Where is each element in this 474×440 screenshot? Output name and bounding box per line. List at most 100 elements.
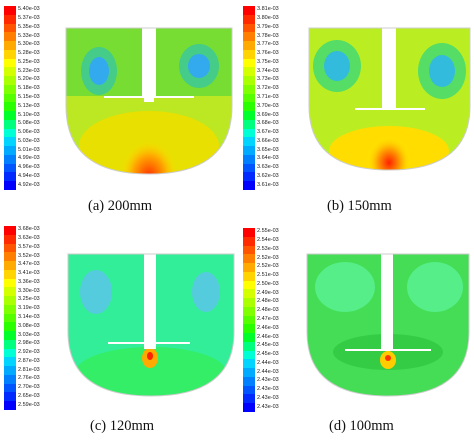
colorbar-swatch [243, 298, 255, 308]
panel-caption: (a) 200mm [88, 198, 153, 214]
colorbar-tick-label: 4.99e-03 [18, 155, 40, 162]
colorbar-swatch [243, 376, 255, 387]
colorbar-tick-label: 2.43e-03 [257, 394, 279, 401]
colorbar-swatch [4, 383, 16, 393]
colorbar-tick-label: 5.23e-03 [18, 67, 40, 74]
colorbar-tick-label: 2.43e-03 [257, 386, 279, 393]
colorbar-tick-label: 5.35e-03 [18, 23, 40, 30]
colorbar-swatch [4, 252, 16, 262]
colorbar-tick-label: 5.28e-03 [18, 50, 40, 57]
colorbar-swatch [4, 243, 16, 253]
colorbar-swatch [243, 306, 255, 317]
colorbar-swatch [4, 14, 16, 24]
colorbar-tick-label: 3.69e-03 [257, 111, 279, 118]
colorbar-tick-label: 3.70e-03 [257, 102, 279, 109]
colorbar-tick-label: 5.08e-03 [18, 120, 40, 127]
colorbar-tick-label: 2.45e-03 [257, 342, 279, 349]
colorbar-tick-label: 2.47e-03 [257, 316, 279, 322]
colorbar-tick-label: 2.46e-03 [257, 324, 279, 331]
colorbar-swatch [4, 261, 16, 271]
contour-plot [67, 253, 235, 397]
colorbar-swatch [243, 23, 255, 33]
colorbar-swatch [4, 357, 16, 367]
colorbar-tick-label: 3.14e-03 [18, 314, 40, 320]
panel-b: 3.81e-03 3.80e-03 3.79e-03 3.78e-03 3.77e-03… [237, 0, 474, 222]
colorbar-tick-label: 3.62e-03 [257, 172, 279, 179]
colorbar-tick-label: 3.68e-03 [257, 120, 279, 127]
colorbar-swatch [243, 271, 255, 282]
colorbar-tick-label: 3.81e-03 [257, 6, 279, 13]
colorbar-swatch [4, 331, 16, 341]
colorbar-swatch [243, 341, 255, 352]
colorbar-swatch [243, 280, 255, 290]
colorbar-swatch [243, 172, 255, 182]
colorbar-tick-label: 3.25e-03 [18, 296, 40, 303]
colorbar-swatch [4, 287, 16, 297]
colorbar-tick-label: 3.78e-03 [257, 32, 279, 39]
panel-caption: (b) 150mm [327, 198, 392, 214]
panel-caption: (c) 120mm [90, 418, 155, 434]
colorbar-swatch [243, 111, 255, 121]
colorbar-swatch [4, 49, 16, 60]
colorbar-tick-label: 2.54e-03 [257, 237, 279, 244]
colorbar-tick-label: 5.15e-03 [18, 94, 40, 100]
colorbar-tick-label: 5.01e-03 [18, 146, 40, 153]
colorbar-swatch [4, 32, 16, 42]
colorbar-swatch [4, 111, 16, 121]
colorbar-swatch [4, 6, 16, 16]
colorbar-tick-label: 4.94e-03 [18, 172, 40, 179]
colorbar-swatch [4, 93, 16, 103]
colorbar-swatch [4, 102, 16, 112]
colorbar-tick-label: 2.48e-03 [257, 307, 279, 314]
colorbar-swatch [243, 84, 255, 95]
panel-a: 5.40e-03 5.37e-03 5.35e-03 5.33e-03 5.30e-03… [0, 0, 237, 222]
colorbar-swatch [4, 296, 16, 306]
colorbar-tick-label: 2.52e-03 [257, 263, 279, 270]
colorbar-swatch [243, 228, 255, 238]
contour-plot [306, 253, 470, 397]
colorbar-tick-label: 2.76e-03 [18, 375, 40, 382]
colorbar-swatch [243, 41, 255, 51]
colorbar-tick-label: 3.19e-03 [18, 305, 40, 312]
colorbar-swatch [243, 350, 255, 360]
colorbar-swatch [243, 403, 255, 413]
colorbar-tick-label: 3.08e-03 [18, 322, 40, 329]
colorbar-swatch [4, 154, 16, 165]
colorbar-tick-label: 2.44e-03 [257, 359, 279, 366]
colorbar-swatch [4, 172, 16, 182]
colorbar-swatch [243, 137, 255, 147]
colorbar-swatch [4, 137, 16, 147]
colorbar-tick-label: 2.43e-03 [257, 377, 279, 384]
panel-caption: (d) 100mm [329, 418, 394, 434]
colorbar-tick-label: 2.59e-03 [18, 401, 40, 408]
colorbar-swatch [243, 263, 255, 273]
colorbar-tick-label: 3.61e-03 [257, 181, 279, 188]
colorbar-swatch [243, 93, 255, 103]
colorbar-swatch [4, 41, 16, 51]
colorbar-swatch [243, 6, 255, 16]
colorbar-tick-label: 2.53e-03 [257, 245, 279, 252]
contour-plot [65, 27, 233, 175]
colorbar-tick-label: 5.13e-03 [18, 102, 40, 109]
colorbar-tick-label: 3.73e-03 [257, 76, 279, 83]
colorbar-swatch [243, 385, 255, 395]
colorbar-swatch [4, 58, 16, 68]
colorbar-swatch [4, 374, 16, 385]
colorbar-swatch [243, 163, 255, 173]
colorbar-tick-label: 5.06e-03 [18, 129, 40, 136]
colorbar-tick-label: 2.98e-03 [18, 340, 40, 347]
colorbar-swatch [4, 339, 16, 350]
colorbar-swatch [4, 278, 16, 288]
colorbar-swatch [243, 394, 255, 404]
colorbar-swatch [4, 269, 16, 280]
colorbar-tick-label: 3.75e-03 [257, 58, 279, 65]
colorbar-swatch [243, 324, 255, 334]
colorbar-tick-label: 3.65e-03 [257, 146, 279, 153]
colorbar-swatch [4, 76, 16, 86]
colorbar-swatch [243, 181, 255, 191]
colorbar-tick-label: 5.40e-03 [18, 6, 40, 13]
colorbar-tick-label: 2.44e-03 [257, 368, 279, 375]
colorbar-swatch [4, 348, 16, 358]
colorbar-swatch [4, 119, 16, 130]
colorbar-swatch [243, 315, 255, 325]
